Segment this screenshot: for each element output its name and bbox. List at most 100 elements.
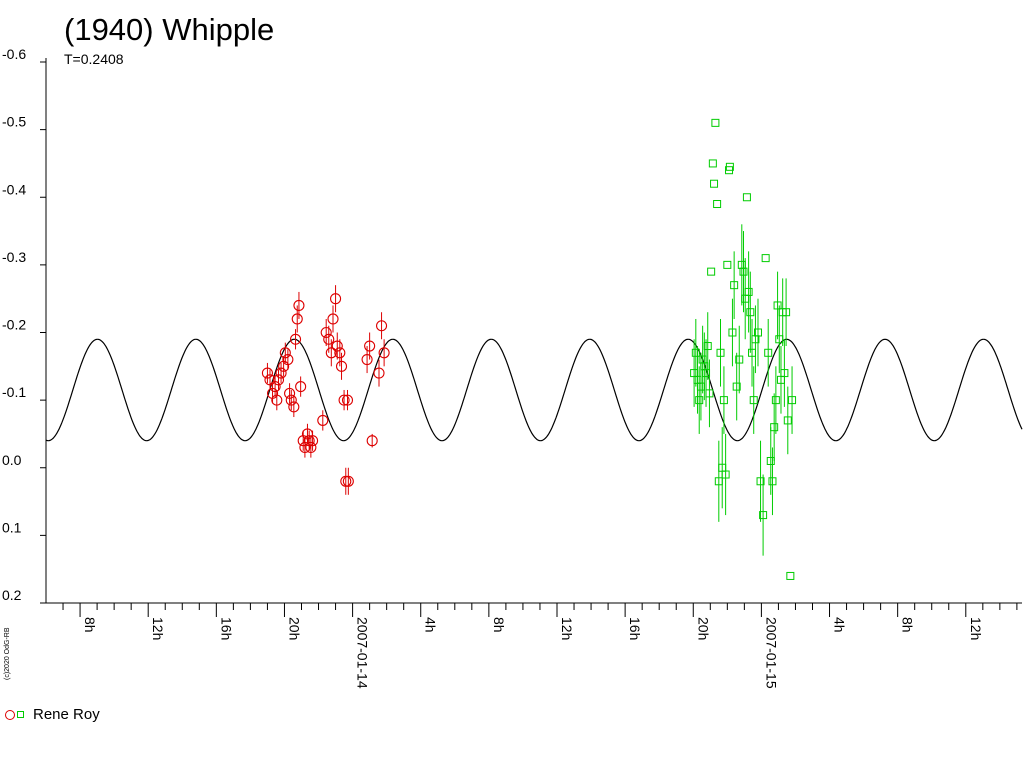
data-point-square: [691, 348, 700, 357]
data-point-square: [730, 281, 739, 290]
data-point-square: [773, 301, 782, 310]
y-tick-label: -0.1: [2, 384, 26, 400]
data-point-circle: [284, 387, 296, 399]
data-point-circle: [361, 353, 373, 366]
data-point-square: [713, 200, 722, 209]
chart-subtitle: T=0.2408: [64, 51, 124, 67]
data-point-circle: [323, 333, 335, 345]
data-point-square: [771, 396, 780, 405]
data-point-circle: [293, 299, 305, 312]
data-point-circle: [334, 347, 346, 359]
data-point-square: [707, 267, 716, 276]
x-tick-label: 20h: [695, 617, 711, 640]
data-point-square: [739, 267, 748, 276]
x-tick-label: 8h: [900, 617, 916, 633]
x-tick-label: 12h: [968, 617, 984, 640]
data-point-square: [770, 423, 779, 432]
data-point-circle: [338, 394, 350, 406]
data-point-square: [735, 355, 744, 364]
data-point-square: [723, 260, 732, 269]
data-point-circle: [275, 367, 287, 379]
x-tick-label: 2007-01-15: [763, 617, 779, 689]
data-point-square: [764, 348, 773, 357]
data-point-square: [711, 118, 720, 127]
series-2: [690, 118, 797, 580]
legend-circle-marker: [5, 710, 15, 720]
data-point-circle: [271, 394, 283, 406]
data-point-circle: [307, 435, 319, 447]
y-tick-label: 0.1: [2, 519, 22, 535]
data-point-circle: [269, 381, 281, 393]
data-point-square: [753, 328, 762, 337]
y-tick-label: -0.3: [2, 249, 26, 265]
data-point-square: [721, 470, 730, 479]
data-point-circle: [331, 340, 343, 352]
data-point-circle: [289, 333, 302, 345]
data-point-square: [783, 416, 792, 425]
data-point-circle: [317, 414, 329, 426]
data-point-circle: [341, 394, 354, 406]
y-tick-label: -0.5: [2, 114, 26, 130]
x-axis: 8h 12h 16h 20h 2007-01-14 4h 8h 12h 16h 20h 2007-0…: [46, 602, 1022, 689]
y-tick-label: -0.2: [2, 317, 26, 333]
data-point-square: [728, 328, 737, 337]
series-1: [261, 285, 390, 495]
data-point-square: [719, 396, 728, 405]
data-point-circle: [327, 313, 339, 325]
data-point-square: [716, 348, 725, 357]
data-point-square: [703, 342, 712, 351]
data-point-circle: [340, 475, 352, 487]
data-point-square: [786, 571, 795, 580]
series-layer: [261, 118, 797, 580]
data-point-square: [749, 396, 758, 405]
data-point-square: [782, 308, 791, 317]
legend-square-marker: [17, 711, 24, 718]
data-point-square: [708, 159, 717, 168]
y-axis: -0.6 -0.5 -0.4 -0.3 -0.2 -0.1 0.0 0.1 0.2: [2, 46, 47, 604]
data-point-square: [695, 396, 704, 405]
chart-title: (1940) Whipple: [64, 12, 274, 47]
data-point-square: [780, 369, 789, 378]
x-tick-label: 20h: [286, 617, 302, 640]
data-point-circle: [373, 367, 385, 379]
data-point-circle: [279, 347, 291, 359]
data-point-circle: [342, 475, 354, 487]
y-tick-label: -0.4: [2, 181, 26, 197]
data-point-square: [710, 179, 719, 188]
y-tick-label: 0.2: [2, 587, 22, 603]
data-point-square: [744, 287, 753, 296]
data-point-circle: [288, 401, 300, 413]
data-point-circle: [261, 367, 273, 379]
x-tick-label: 12h: [150, 617, 166, 640]
data-point-circle: [305, 441, 317, 454]
x-tick-label: 12h: [559, 617, 575, 640]
data-point-square: [768, 477, 777, 486]
x-tick-label: 2007-01-14: [355, 617, 371, 689]
legend: Rene Roy: [5, 706, 100, 723]
x-tick-label: 8h: [82, 617, 98, 633]
data-point-square: [761, 254, 770, 263]
data-point-circle: [325, 347, 337, 359]
x-tick-label: 8h: [491, 617, 507, 633]
x-tick-label: 4h: [832, 617, 848, 633]
data-point-circle: [291, 313, 303, 325]
data-point-circle: [272, 374, 285, 386]
data-point-square: [746, 308, 755, 317]
data-point-square: [788, 396, 797, 405]
data-point-square: [742, 193, 751, 202]
data-point-square: [756, 477, 765, 486]
data-point-circle: [330, 293, 342, 305]
data-point-circle: [295, 381, 307, 393]
data-point-circle: [376, 320, 388, 332]
data-point-circle: [366, 435, 378, 447]
data-point-circle: [282, 353, 294, 366]
x-tick-label: 4h: [423, 617, 439, 633]
model-curve: [45, 338, 1023, 442]
y-tick-label: -0.6: [2, 46, 26, 62]
data-point-circle: [320, 326, 332, 339]
data-point-circle: [335, 360, 348, 372]
data-point-square: [705, 389, 714, 398]
model-curve-layer: [45, 338, 1023, 442]
data-point-square: [725, 162, 734, 171]
